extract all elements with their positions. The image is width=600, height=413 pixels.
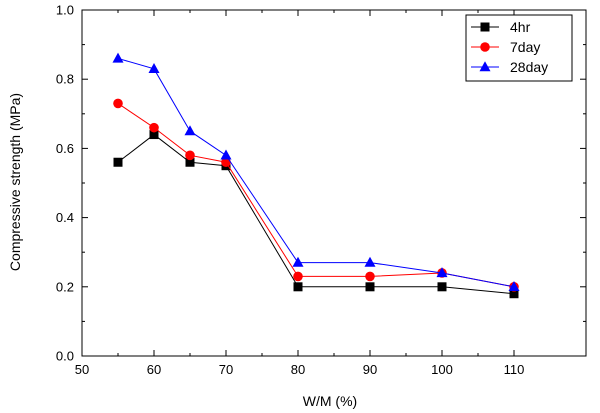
legend-label-28day: 28day: [510, 59, 548, 75]
point-4hr: [185, 157, 195, 167]
y-tick-label: 0.4: [56, 210, 74, 225]
legend-label-4hr: 4hr: [510, 19, 531, 35]
point-28day: [364, 256, 376, 267]
point-28day: [148, 63, 160, 74]
y-tick-label: 0.2: [56, 279, 74, 294]
point-28day: [184, 125, 196, 136]
point-4hr: [437, 282, 447, 292]
point-4hr: [113, 157, 123, 167]
x-tick-label: 50: [75, 362, 89, 377]
point-7day: [293, 271, 303, 282]
point-28day: [220, 149, 232, 160]
legend-marker-28day: [479, 61, 491, 72]
y-axis-title: Compressive strength (MPa): [7, 93, 23, 271]
legend-marker-4hr: [480, 22, 490, 32]
x-tick-label: 100: [431, 362, 453, 377]
point-4hr: [293, 282, 303, 292]
x-tick-label: 90: [363, 362, 377, 377]
y-tick-label: 0.6: [56, 141, 74, 156]
x-tick-label: 60: [147, 362, 161, 377]
point-28day: [508, 281, 520, 291]
point-4hr: [365, 282, 375, 292]
y-tick-label: 1.0: [56, 3, 74, 18]
point-7day: [185, 150, 195, 161]
point-7day: [149, 122, 159, 133]
series-line-7day: [117, 103, 515, 288]
x-tick-label: 80: [291, 362, 305, 377]
series-line-28day: [117, 57, 515, 288]
series-line-4hr: [117, 133, 515, 295]
point-7day: [365, 271, 375, 282]
legend-marker-7day: [480, 42, 490, 52]
point-28day: [292, 256, 304, 267]
point-7day: [221, 157, 231, 168]
x-axis-title: W/M (%): [303, 393, 357, 409]
point-28day: [436, 267, 448, 278]
y-tick-label: 0.0: [56, 349, 74, 364]
x-tick-label: 110: [504, 362, 525, 377]
x-tick-label: 70: [219, 362, 233, 377]
point-28day: [112, 52, 124, 63]
point-7day: [113, 98, 123, 109]
y-tick-label: 0.8: [56, 72, 74, 87]
point-4hr: [149, 130, 159, 140]
point-4hr: [509, 289, 519, 299]
legend-label-7day: 7day: [510, 39, 540, 55]
